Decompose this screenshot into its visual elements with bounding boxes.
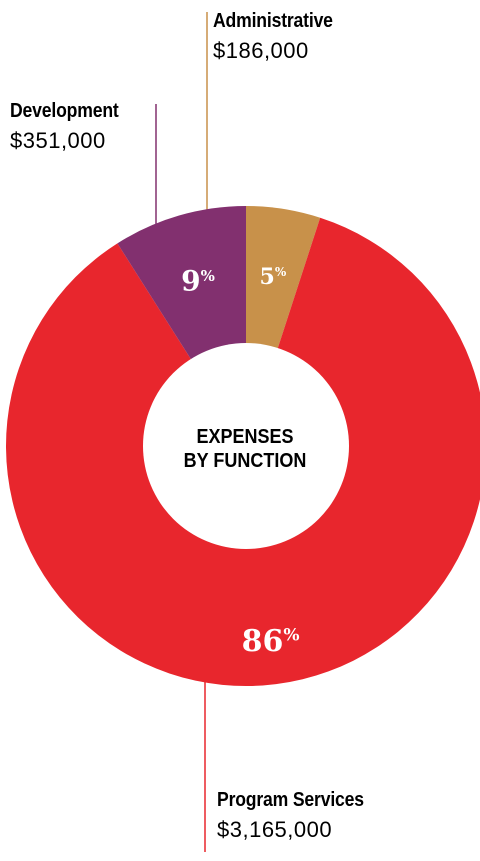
- program-services-name: Program Services: [217, 789, 364, 811]
- program-services-percent-label: 86%: [242, 624, 300, 659]
- chart-title: EXPENSES BY FUNCTION: [145, 425, 345, 473]
- development-amount: $351,000: [10, 128, 106, 153]
- program-services-amount: $3,165,000: [217, 817, 333, 842]
- development-percent-label: 9%: [181, 265, 215, 298]
- administrative-name: Administrative: [213, 10, 333, 32]
- chart-title-line-2: BY FUNCTION: [183, 450, 307, 472]
- program-services-label: Program Services $3,165,000: [217, 789, 384, 842]
- development-name: Development: [10, 100, 119, 122]
- donut-hole: [143, 343, 349, 549]
- chart-title-line-1: EXPENSES: [196, 426, 294, 448]
- administrative-amount: $186,000: [213, 38, 309, 63]
- development-label: Development $351,000: [10, 100, 133, 153]
- administrative-label: Administrative $186,000: [213, 10, 349, 63]
- administrative-percent-label: 5%: [260, 264, 287, 290]
